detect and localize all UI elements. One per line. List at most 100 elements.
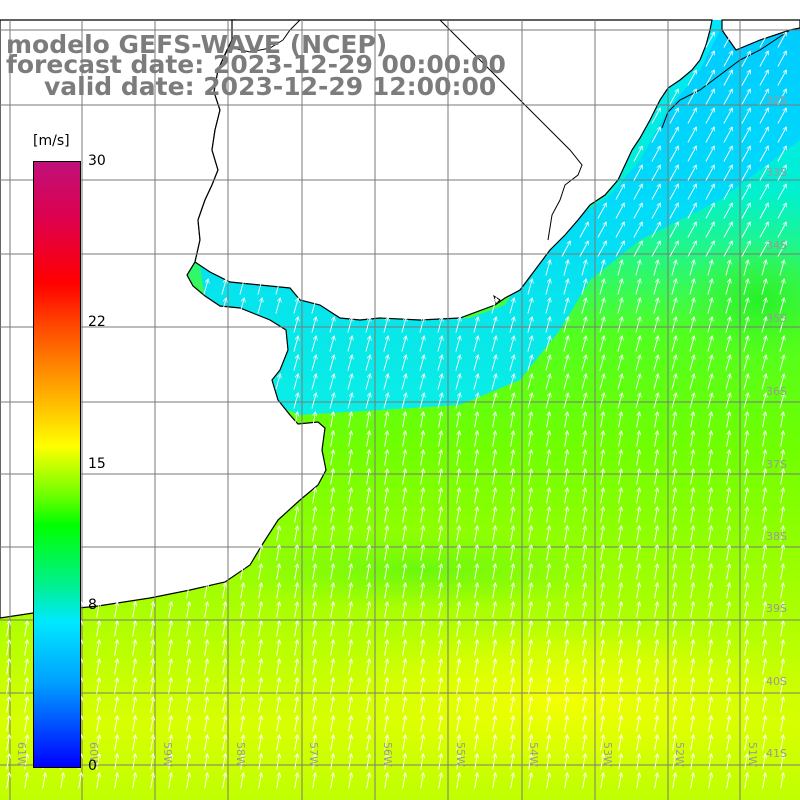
colorbar-tick-label: 22 (88, 314, 106, 331)
wind-arrow (456, 451, 460, 466)
wind-arrow (618, 546, 622, 561)
wind-arrow (420, 451, 424, 466)
wind-arrow (653, 394, 658, 409)
wind-arrow (419, 394, 424, 409)
wind-arrow (651, 128, 660, 143)
wind-arrow (618, 527, 622, 542)
wind-arrow (744, 470, 748, 485)
wind-arrow (258, 679, 262, 694)
wind-arrow (383, 394, 388, 409)
wind-arrow (705, 33, 714, 48)
wind-arrow (743, 394, 748, 409)
wind-arrow (581, 318, 586, 333)
wind-arrow (690, 622, 694, 637)
wind-arrow (672, 565, 676, 580)
wind-arrow (762, 451, 766, 466)
wind-arrow (402, 622, 406, 637)
longitude-label: 55W (454, 742, 467, 767)
wind-arrow (564, 565, 568, 580)
wind-arrow (437, 337, 442, 352)
wind-arrow (384, 603, 388, 618)
wind-arrow (671, 280, 676, 295)
wind-arrow (761, 280, 766, 295)
wind-arrow (294, 717, 298, 732)
wind-arrow (762, 660, 766, 675)
wind-arrow (402, 489, 406, 504)
wind-arrow (777, 147, 786, 162)
wind-arrow (582, 660, 586, 675)
wind-arrow (633, 204, 642, 219)
wind-arrow (311, 356, 316, 371)
wind-arrow (240, 717, 244, 732)
wind-arrow (420, 413, 424, 428)
wind-arrow (780, 546, 784, 561)
wind-arrow (546, 622, 550, 637)
wind-arrow (779, 261, 784, 276)
wind-arrow (779, 318, 784, 333)
wind-arrow (563, 261, 568, 276)
wind-arrow (546, 774, 550, 789)
wind-arrow (689, 261, 694, 276)
wind-arrow (759, 166, 768, 181)
title-model: modelo GEFS-WAVE (NCEP) (6, 30, 388, 59)
wind-arrow (762, 432, 766, 447)
longitude-label: 56W (381, 742, 394, 767)
wind-arrow (743, 299, 748, 314)
wind-arrow (600, 527, 604, 542)
title-valid-date: valid date: 2023-12-29 12:00:00 (44, 72, 497, 101)
wind-arrow (132, 603, 136, 618)
wind-arrow (636, 755, 640, 770)
wind-arrow (204, 755, 208, 770)
wind-arrow (474, 660, 478, 675)
wind-arrow (564, 736, 568, 751)
wind-arrow (348, 679, 352, 694)
wind-arrow (744, 660, 748, 675)
wind-arrow (723, 90, 732, 105)
wind-arrow (383, 337, 388, 352)
wind-arrow (293, 394, 298, 409)
wind-arrow (546, 660, 550, 675)
wind-arrow (618, 755, 622, 770)
wind-arrow (690, 660, 694, 675)
wind-arrow (311, 337, 316, 352)
wind-arrow (777, 185, 786, 200)
wind-arrow (24, 698, 28, 713)
wind-arrow (582, 736, 586, 751)
wind-arrow (564, 584, 568, 599)
wind-arrow (743, 356, 748, 371)
wind-arrow (240, 679, 244, 694)
wind-arrow (759, 242, 768, 257)
border-uruguay-brazil (439, 19, 583, 241)
wind-arrow (759, 109, 768, 124)
wind-arrow (510, 527, 514, 542)
wind-arrow (438, 679, 442, 694)
wind-arrow (618, 489, 622, 504)
wind-arrow (690, 413, 694, 428)
wind-arrow (419, 356, 424, 371)
wind-arrow (330, 717, 334, 732)
wind-arrow (546, 717, 550, 732)
wind-arrow (780, 755, 784, 770)
wind-arrow (689, 337, 694, 352)
wind-arrow (653, 299, 658, 314)
wind-arrow (150, 717, 154, 732)
wind-arrow (150, 679, 154, 694)
wind-arrow (744, 508, 748, 523)
wind-arrow (777, 223, 786, 238)
wind-arrow (777, 71, 786, 86)
wind-arrow (726, 508, 730, 523)
wind-arrow (690, 565, 694, 580)
wind-arrow (6, 755, 10, 770)
wind-arrow (510, 660, 514, 675)
wind-arrow (186, 660, 190, 675)
wind-arrow (635, 375, 640, 390)
wind-arrow (582, 546, 586, 561)
wind-arrow (347, 356, 352, 371)
wind-arrow (669, 109, 678, 124)
wind-arrow (294, 546, 298, 561)
wind-arrow (777, 52, 786, 67)
wind-arrow (636, 413, 640, 428)
wind-arrow (762, 508, 766, 523)
wind-vectors (6, 33, 786, 789)
wind-arrow (474, 698, 478, 713)
